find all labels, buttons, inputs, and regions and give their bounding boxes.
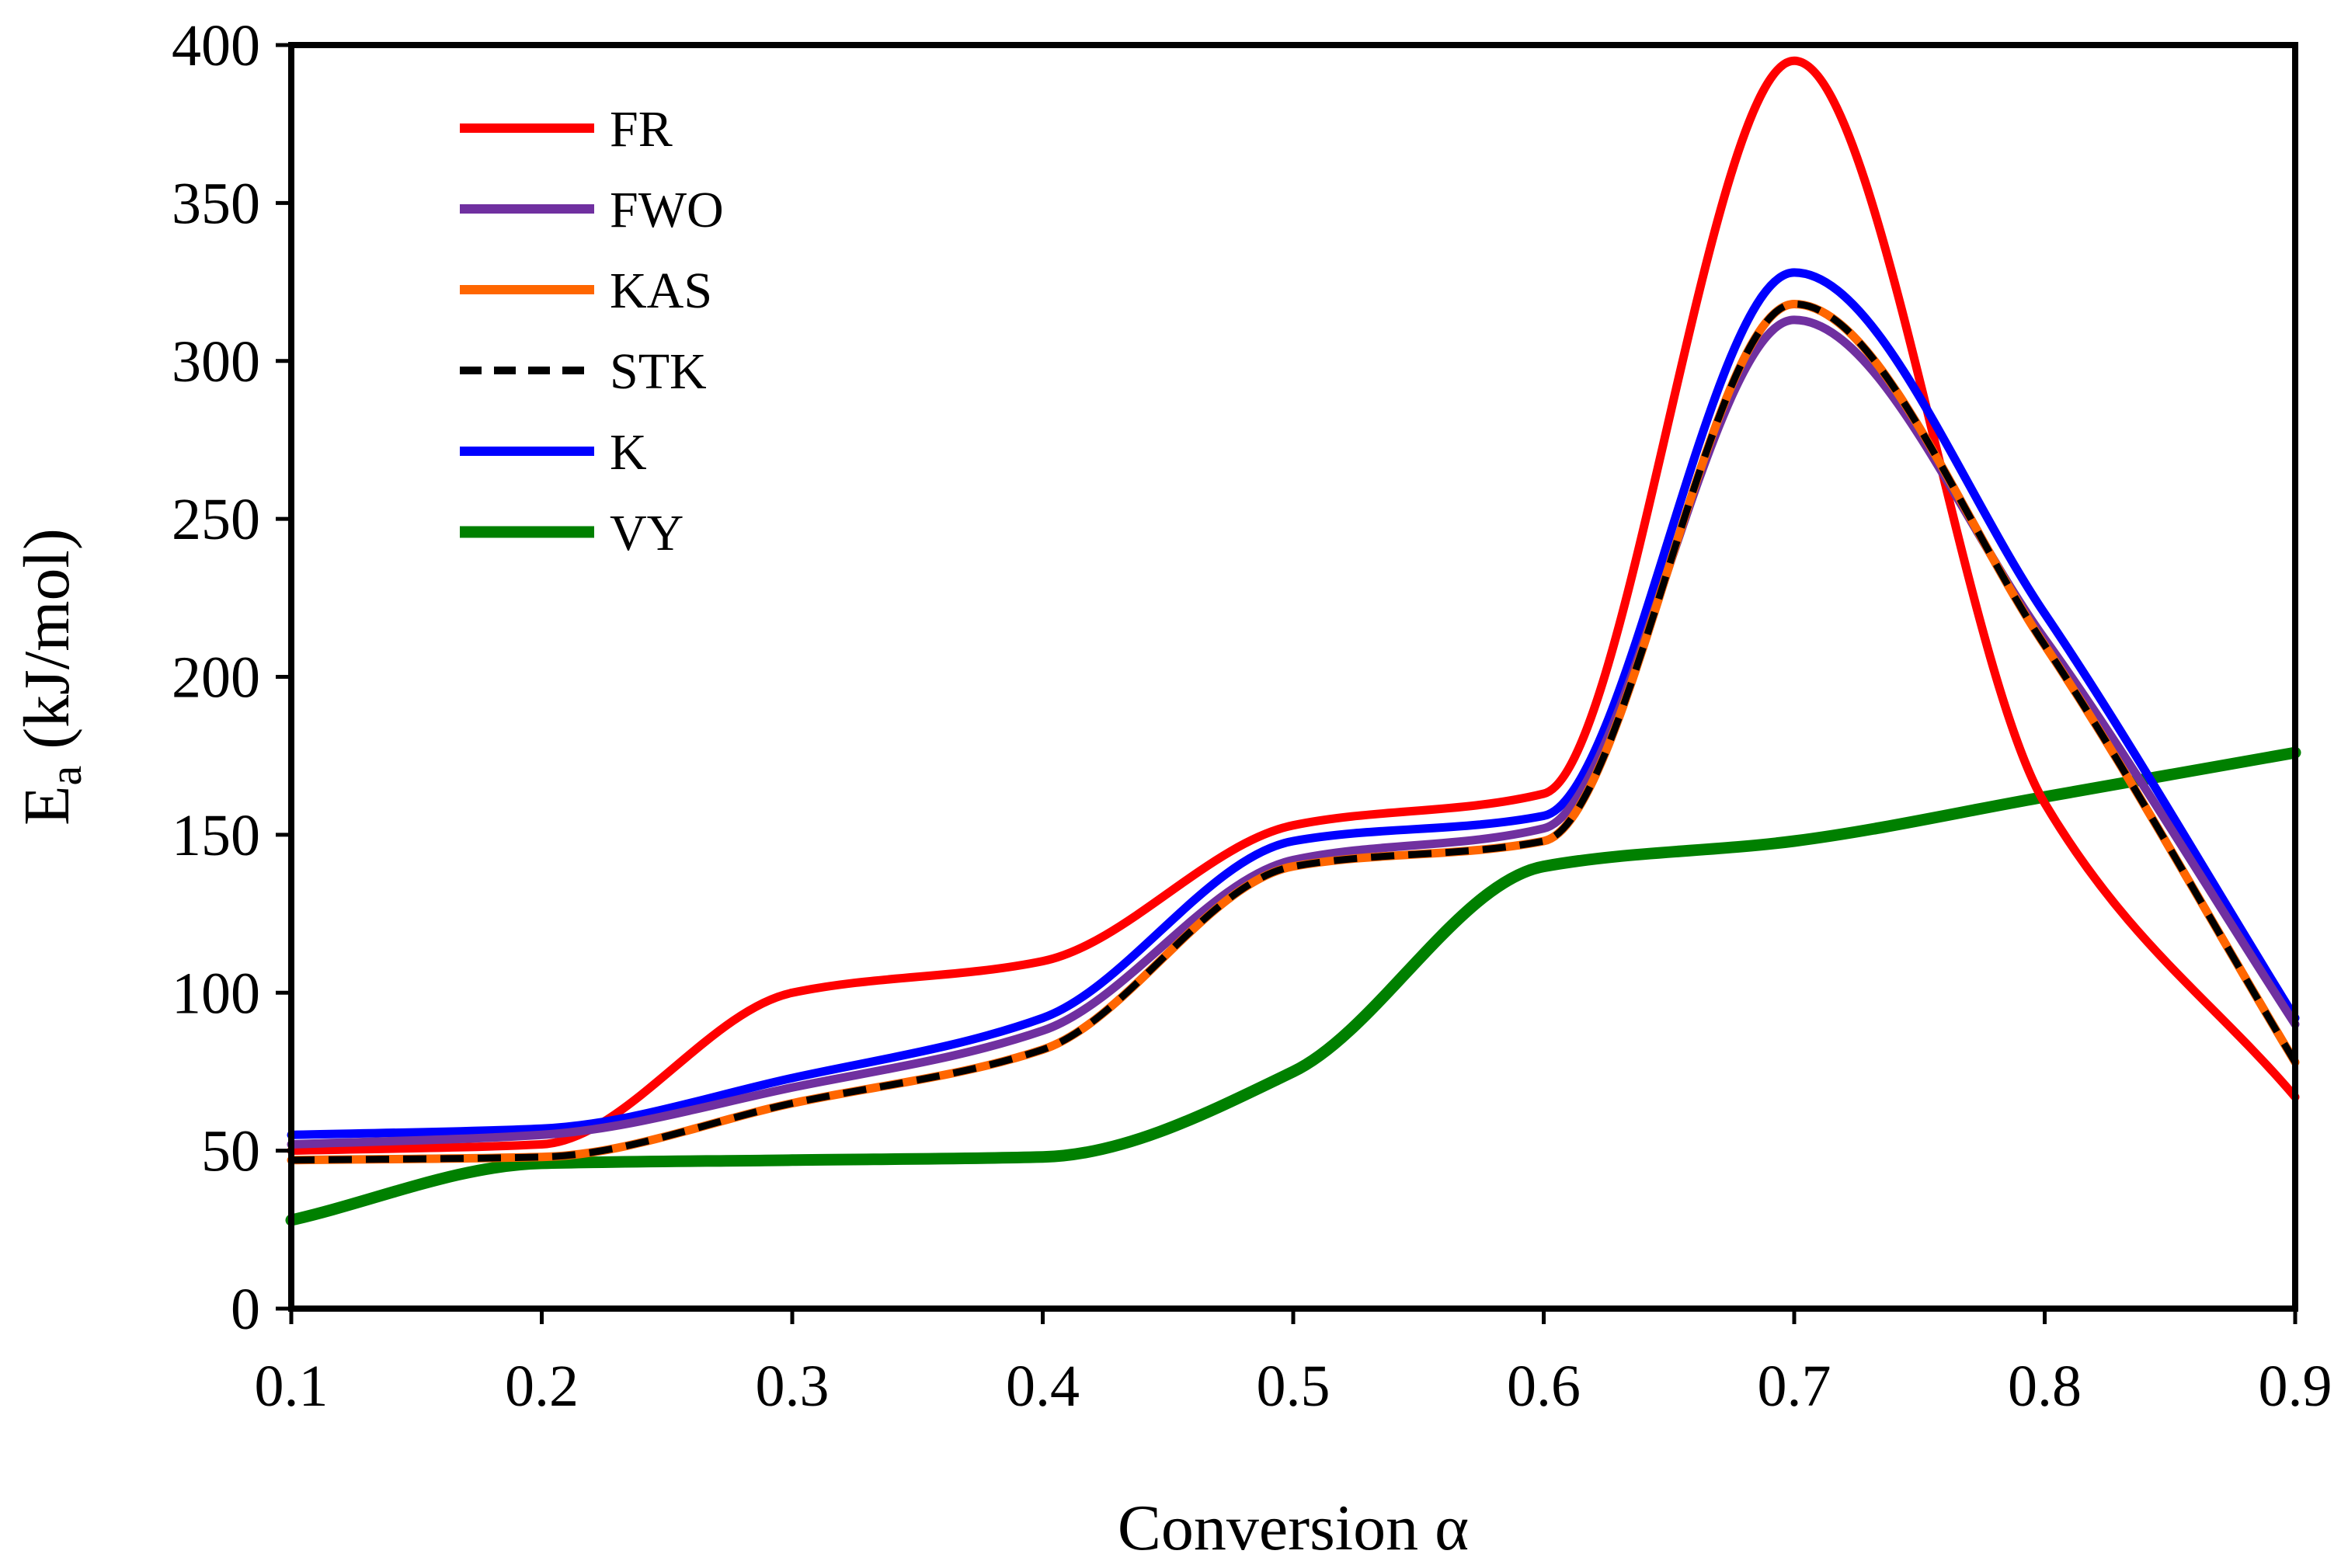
x-tick-label: 0.6 xyxy=(1507,1354,1581,1419)
y-axis-title-subscript: a xyxy=(40,766,91,786)
series-line-stk xyxy=(290,301,2298,1164)
x-tick-label: 0.9 xyxy=(2259,1354,2332,1419)
x-tick-label: 0.7 xyxy=(1758,1354,1831,1419)
y-tick-label: 200 xyxy=(172,645,260,711)
legend-label-kas: KAS xyxy=(610,262,712,319)
series-layer xyxy=(285,56,2301,1226)
legend: FR FWO KAS STK K VY xyxy=(460,101,724,561)
tick-layer: 0 50 100 150 200 250 300 350 400 0.1 0.2 0.3 0.4 0.5 0… xyxy=(172,13,2332,1419)
series-line-k xyxy=(287,268,2300,1139)
y-tick-label: 100 xyxy=(172,961,260,1026)
x-tick-label: 0.1 xyxy=(255,1354,329,1419)
y-tick-label: 400 xyxy=(172,13,260,78)
legend-label-vy: VY xyxy=(610,505,684,561)
legend-label-stk: STK xyxy=(610,343,707,400)
legend-label-fwo: FWO xyxy=(610,182,724,238)
series-line-kas xyxy=(287,300,2300,1165)
y-axis-title-main: E xyxy=(11,786,83,826)
series-line-vy xyxy=(285,746,2301,1226)
series-line-fr xyxy=(287,56,2300,1156)
y-tick-label: 350 xyxy=(172,171,260,236)
x-axis-title: Conversion α xyxy=(1118,1492,1469,1564)
y-tick-label: 50 xyxy=(201,1119,260,1184)
x-tick-label: 0.8 xyxy=(2008,1354,2082,1419)
legend-label-k: K xyxy=(610,424,647,481)
legend-label-fr: FR xyxy=(610,101,673,158)
x-tick-label: 0.2 xyxy=(505,1354,579,1419)
y-tick-label: 300 xyxy=(172,329,260,395)
x-tick-label: 0.4 xyxy=(1006,1354,1080,1419)
y-axis-title: Ea (kJ/mol) xyxy=(11,528,91,826)
x-tick-label: 0.3 xyxy=(756,1354,830,1419)
y-tick-label: 0 xyxy=(231,1277,260,1342)
y-tick-label: 250 xyxy=(172,487,260,552)
y-axis-title-units: (kJ/mol) xyxy=(11,528,83,766)
series-line-fwo xyxy=(287,315,2300,1149)
x-tick-label: 0.5 xyxy=(1257,1354,1331,1419)
y-tick-label: 150 xyxy=(172,803,260,868)
